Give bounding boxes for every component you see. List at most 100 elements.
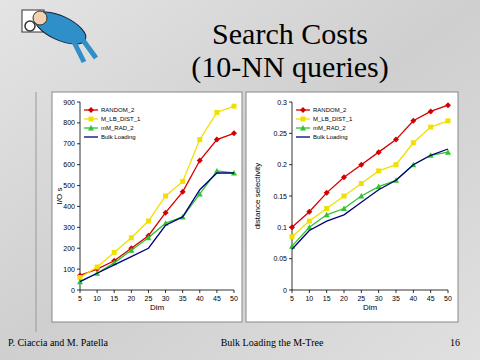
y-tick — [77, 206, 80, 207]
marker — [232, 104, 237, 109]
cartoon — [22, 5, 96, 62]
x-tick — [309, 290, 310, 293]
marker — [180, 179, 185, 184]
marker — [341, 174, 347, 180]
x-tick-label: 50 — [444, 295, 452, 302]
marker — [307, 219, 312, 224]
y-tick — [77, 227, 80, 228]
marker — [301, 117, 306, 122]
marker — [300, 125, 306, 131]
y-tick-label: 200 — [63, 245, 75, 252]
marker — [112, 250, 117, 255]
legend-label: mM_RAD_2 — [101, 125, 134, 131]
marker — [394, 162, 399, 167]
y-tick-label: 0.15 — [273, 193, 287, 200]
series-line — [292, 149, 448, 249]
background — [0, 0, 480, 360]
marker — [445, 102, 451, 108]
plot-area — [77, 104, 237, 284]
x-tick — [292, 290, 293, 293]
x-tick-label: 25 — [145, 295, 153, 302]
marker — [358, 162, 364, 168]
y-tick — [77, 269, 80, 270]
legend-label: mM_RAD_2 — [313, 125, 346, 131]
y-tick-label: 900 — [63, 99, 75, 106]
x-tick — [448, 290, 449, 293]
marker — [376, 168, 381, 173]
x-tick-label: 20 — [127, 295, 135, 302]
marker — [289, 224, 295, 230]
marker — [145, 235, 151, 241]
x-tick — [234, 290, 235, 293]
x-tick — [148, 290, 149, 293]
legs — [72, 36, 96, 62]
series-line — [292, 105, 448, 227]
marker — [128, 247, 134, 253]
legend: RANDOM_2M_LB_DIST_1mM_RAD_2Bulk Loading — [84, 107, 141, 140]
slide: Search Costs(10-NN queries)P. Ciaccia an… — [0, 0, 480, 360]
marker — [300, 107, 306, 113]
x-tick — [430, 290, 431, 293]
chart-panel — [52, 92, 242, 322]
x-tick-label: 45 — [427, 295, 435, 302]
series-line — [292, 121, 448, 237]
x-tick — [326, 290, 327, 293]
series-line — [80, 133, 234, 275]
x-tick-label: 40 — [196, 295, 204, 302]
marker — [411, 140, 416, 145]
x-tick — [361, 290, 362, 293]
y-tick-label: 100 — [63, 266, 75, 273]
x-tick-label: 30 — [162, 295, 170, 302]
x-tick-label: 15 — [323, 295, 331, 302]
marker — [214, 137, 220, 143]
x-tick — [378, 290, 379, 293]
y-tick — [289, 290, 292, 291]
marker — [324, 190, 330, 196]
y-tick-label: 0 — [283, 287, 287, 294]
marker — [129, 235, 134, 240]
y-tick-label: 0.1 — [277, 224, 287, 231]
x-tick-label: 10 — [93, 295, 101, 302]
x-tick-label: 20 — [340, 295, 348, 302]
legend: RANDOM_2M_LB_DIST_1mM_RAD_2Bulk Loading — [296, 107, 353, 140]
legend-label: RANDOM_2 — [313, 107, 347, 113]
y-tick-label: 600 — [63, 161, 75, 168]
marker — [214, 110, 219, 115]
y-tick-label: 800 — [63, 119, 75, 126]
y-tick — [77, 248, 80, 249]
legend-line — [296, 136, 310, 137]
x-tick — [165, 290, 166, 293]
body — [30, 5, 91, 50]
divider — [36, 92, 37, 332]
legend-line — [84, 136, 98, 137]
y-tick-label: 0 — [71, 287, 75, 294]
x-axis — [292, 290, 448, 291]
legend-label: RANDOM_2 — [101, 107, 135, 113]
x-tick-label: 10 — [305, 295, 313, 302]
footer-page: 16 — [450, 337, 460, 348]
marker — [88, 125, 94, 131]
y-tick — [77, 164, 80, 165]
x-tick-label: 35 — [179, 295, 187, 302]
marker — [180, 189, 186, 195]
x-tick-label: 5 — [78, 295, 82, 302]
x-axis-label: Dim — [150, 303, 165, 312]
series-line — [80, 106, 234, 277]
x-tick — [216, 290, 217, 293]
marker — [376, 149, 382, 155]
series-line — [80, 171, 234, 282]
marker — [88, 107, 94, 113]
marker — [428, 108, 434, 114]
marker — [163, 194, 168, 199]
marker — [393, 137, 399, 143]
y-tick — [289, 196, 292, 197]
marker — [197, 137, 202, 142]
marker — [324, 212, 330, 218]
marker — [410, 118, 416, 124]
x-tick-label: 35 — [392, 295, 400, 302]
y-tick — [77, 102, 80, 103]
marker — [290, 234, 295, 239]
chart: 00.050.10.150.20.250.3510152025303540455… — [246, 92, 458, 322]
head — [33, 11, 47, 25]
x-tick — [199, 290, 200, 293]
